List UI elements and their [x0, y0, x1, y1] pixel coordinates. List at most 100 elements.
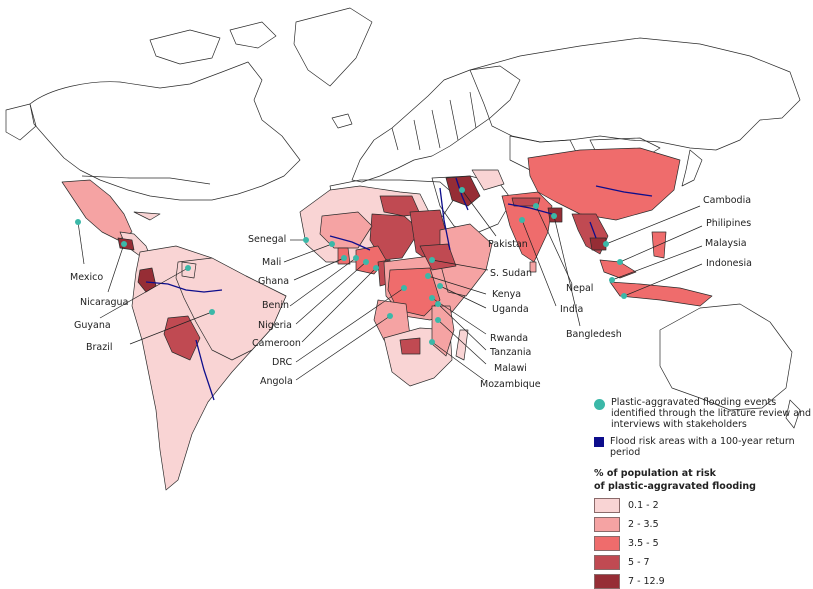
- mexico-shape: [61, 179, 133, 241]
- label-guyana: Guyana: [74, 320, 111, 331]
- marker-indonesia: [621, 293, 627, 299]
- cambodia-shape: [589, 237, 607, 251]
- label-benin: Benin: [262, 300, 290, 311]
- marker-s-sudan: [429, 257, 435, 263]
- marker-tanzania: [435, 301, 441, 307]
- legend-swatch-4: [594, 554, 620, 570]
- legend-bin: 3.5 - 5: [594, 535, 812, 551]
- label-ghana: Ghana: [258, 276, 290, 287]
- leader-nicaragua: [107, 243, 125, 293]
- flood-event-markers: [75, 187, 627, 345]
- label-nicaragua: Nicaragua: [80, 297, 129, 308]
- leader-indonesia: [623, 263, 703, 297]
- leader-india: [521, 219, 557, 307]
- arctic-islands-2: [229, 21, 277, 49]
- japan-outline: [681, 149, 703, 187]
- legend-flood-icon: [594, 437, 604, 447]
- risk-choropleth: [61, 147, 713, 491]
- legend-flood-row: Flood risk areas with a 100-year return …: [594, 436, 812, 458]
- marker-mexico: [75, 219, 81, 225]
- leader-guyana: [99, 267, 189, 319]
- label-tanzania: Tanzania: [490, 347, 532, 358]
- north-america-border: [81, 175, 211, 185]
- marker-bangladesh: [551, 213, 557, 219]
- leader-cameroon: [301, 267, 377, 343]
- parana-flood: [195, 339, 215, 401]
- malawi-shape: [399, 337, 421, 355]
- label-cambodia: Cambodia: [703, 195, 752, 206]
- legend-bin: 0.1 - 2: [594, 497, 812, 513]
- legend-bin-label: 0.1 - 2: [628, 499, 659, 511]
- label-indonesia: Indonesia: [706, 258, 752, 269]
- leader-philippines: [619, 225, 703, 263]
- marker-mali: [329, 241, 335, 247]
- legend-bin-label: 2 - 3.5: [628, 518, 659, 530]
- label-nigeria: Nigeria: [258, 320, 292, 331]
- marker-senegal: [303, 237, 309, 243]
- greenland-outline: [293, 7, 373, 87]
- leader-s-sudan: [431, 259, 489, 271]
- label-bangladesh: Bangledesh: [566, 329, 622, 340]
- legend-title-line2: of plastic-aggravated flooding: [594, 480, 756, 492]
- label-pakistan: Pakistan: [488, 239, 528, 250]
- marker-nigeria: [363, 259, 369, 265]
- leader-angola: [295, 315, 391, 381]
- legend-title-line1: % of population at risk: [594, 468, 716, 479]
- marker-drc: [401, 285, 407, 291]
- malaysia-shape: [599, 259, 637, 279]
- label-malawi: Malawi: [494, 363, 527, 374]
- marker-philippines: [617, 259, 623, 265]
- marker-nepal: [533, 203, 539, 209]
- legend-bin: 5 - 7: [594, 554, 812, 570]
- leader-nigeria: [295, 261, 367, 325]
- sri-lanka-shape: [529, 261, 537, 273]
- label-india: India: [560, 304, 584, 315]
- north-america-outline: [29, 61, 301, 201]
- iceland-outline: [331, 113, 353, 129]
- russia-outline: [469, 37, 801, 151]
- label-malaysia: Malaysia: [705, 238, 747, 249]
- marker-mozambique: [429, 339, 435, 345]
- marker-malaysia: [609, 277, 615, 283]
- leader-bangladesh: [553, 215, 581, 327]
- madagascar-shape: [455, 329, 469, 361]
- marker-malawi: [435, 317, 441, 323]
- marker-uganda: [437, 283, 443, 289]
- legend-flood-text: Flood risk areas with a 100-year return …: [610, 436, 795, 458]
- marker-benin: [353, 255, 359, 261]
- mekong-flood: [589, 221, 597, 239]
- label-kenya: Kenya: [492, 289, 522, 300]
- leader-mexico: [77, 221, 85, 265]
- brazil-region: [175, 257, 287, 361]
- legend-swatch-3: [594, 535, 620, 551]
- label-angola: Angola: [260, 376, 293, 387]
- label-senegal: Senegal: [248, 234, 287, 245]
- legend-bin: 7 - 12.9: [594, 573, 812, 589]
- india-shape: [501, 191, 553, 263]
- leader-mozambique: [431, 341, 485, 381]
- new-zealand-outline: [785, 399, 801, 429]
- s-sudan-shape: [419, 243, 457, 271]
- marker-brazil: [209, 309, 215, 315]
- arctic-islands: [149, 29, 221, 65]
- leader-nepal: [535, 205, 573, 285]
- label-mexico: Mexico: [70, 272, 104, 283]
- legend-bin-label: 3.5 - 5: [628, 537, 659, 549]
- marker-cameroon: [373, 265, 379, 271]
- indus-flood: [455, 177, 469, 211]
- mali-shape: [319, 211, 373, 249]
- label-nepal: Nepal: [566, 283, 594, 294]
- legend-bin: 2 - 3.5: [594, 516, 812, 532]
- label-uganda: Uganda: [492, 304, 529, 315]
- europe-outline: [351, 65, 521, 183]
- legend-dot-row: Plastic-aggravated flooding events ident…: [594, 397, 812, 430]
- legend-swatch-1: [594, 497, 620, 513]
- label-philippines: Philipines: [706, 218, 752, 229]
- legend-bin-label: 7 - 12.9: [628, 575, 665, 587]
- ganges-flood: [507, 203, 553, 215]
- flood-risk-areas: [145, 177, 653, 401]
- label-rwanda: Rwanda: [490, 333, 529, 344]
- australia-outline: [659, 303, 793, 411]
- marker-angola: [387, 313, 393, 319]
- legend-dot-text: Plastic-aggravated flooding events ident…: [611, 397, 812, 430]
